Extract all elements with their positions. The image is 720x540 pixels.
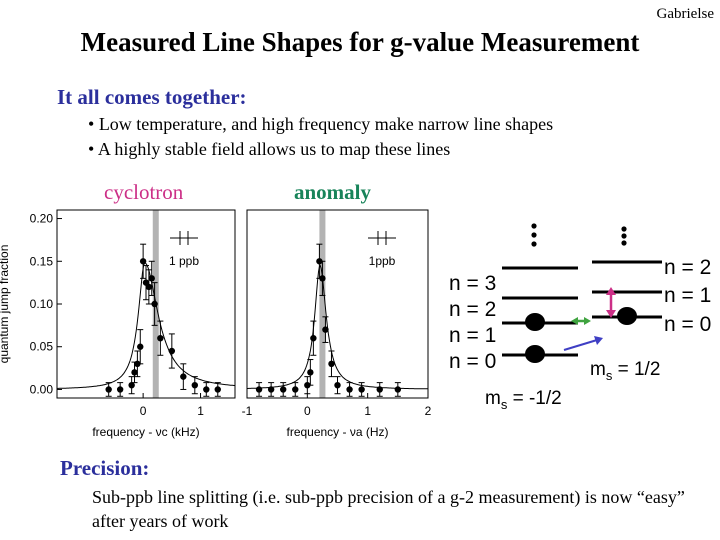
x-axis-label: frequency - νc (kHz) <box>92 425 199 439</box>
data-point <box>255 386 263 393</box>
bullet-text: A highly stable field allows us to map t… <box>97 139 451 159</box>
plot-frame <box>246 209 429 399</box>
data-point <box>105 386 112 393</box>
data-point <box>191 381 199 389</box>
line-shape-plots: 0.00 0.05 0.10 0.15 0.20 quantum jump fractio… <box>0 209 432 439</box>
spin-label-down: ms = -1/2 <box>485 388 562 412</box>
y-tick-label: 0.00 <box>30 382 54 396</box>
y-tick-label: 0.20 <box>30 212 54 226</box>
data-point <box>139 258 147 265</box>
data-point <box>310 334 317 342</box>
cyclotron-plot: 0.00 0.05 0.10 0.15 0.20 quantum jump fractio… <box>0 209 236 439</box>
bullet-item: • A highly stable field allows us to map… <box>88 139 451 159</box>
precision-text: Sub-ppb line splitting (i.e. sub-ppb pre… <box>92 487 685 531</box>
level-label: n = 2 <box>449 298 496 321</box>
electron-dot <box>617 307 637 325</box>
data-point <box>148 275 155 282</box>
level-label: n = 1 <box>664 284 711 307</box>
x-tick-label: 0 <box>140 404 147 418</box>
slide-title: Measured Line Shapes for g-value Measure… <box>80 27 640 57</box>
data-point <box>394 386 402 393</box>
data-point <box>316 258 323 265</box>
y-tick-label: 0.05 <box>30 340 54 354</box>
x-tick-label: 0 <box>304 404 311 418</box>
data-point <box>292 386 299 393</box>
data-point <box>214 386 221 393</box>
data-point <box>322 326 329 333</box>
data-point <box>131 369 138 376</box>
ellipsis-dots-right <box>621 226 627 246</box>
spin-label-up: ms = 1/2 <box>590 359 660 383</box>
data-point <box>157 334 164 342</box>
level-label: n = 0 <box>664 313 711 336</box>
level-label: n = 3 <box>449 272 496 295</box>
data-point <box>319 275 326 282</box>
anomaly-label: anomaly <box>294 180 372 204</box>
x-axis-label: frequency - νa (Hz) <box>286 425 388 439</box>
ppb-annotation: 1ppb <box>369 254 396 268</box>
x-tick-label: 2 <box>425 404 432 418</box>
spin-flip-arrow <box>563 336 603 351</box>
fit-curve <box>247 264 428 390</box>
data-point <box>137 343 144 350</box>
data-point <box>180 373 187 380</box>
anomaly-transition-arrow <box>571 317 591 325</box>
y-axis-label: quantum jump fraction <box>0 245 11 364</box>
data-point <box>168 347 176 355</box>
fit-curve <box>57 262 236 389</box>
y-tick-label: 0.10 <box>30 297 54 311</box>
data-point <box>203 386 210 393</box>
slide-subtitle: It all comes together: <box>57 85 247 109</box>
x-tick-label: -1 <box>242 404 253 418</box>
data-point <box>145 283 153 291</box>
data-point <box>116 386 124 393</box>
cyclotron-label: cyclotron <box>104 180 184 204</box>
y-tick-label: 0.15 <box>30 254 54 268</box>
data-point <box>267 386 275 393</box>
data-point <box>128 381 135 389</box>
x-tick-label: 1 <box>197 404 204 418</box>
bullet-text: Low temperature, and high frequency make… <box>98 114 554 134</box>
level-label: n = 0 <box>449 350 496 373</box>
electron-dot <box>525 313 545 331</box>
data-point <box>328 360 335 368</box>
x-tick-label: 1 <box>364 404 371 418</box>
author-name: Gabrielse <box>656 6 714 22</box>
data-point <box>376 386 383 393</box>
data-point <box>151 300 158 308</box>
ellipsis-dots-left <box>531 223 537 247</box>
cyclotron-transition-arrow <box>606 287 616 318</box>
data-point <box>304 381 311 389</box>
precision-heading: Precision: <box>60 456 150 480</box>
anomaly-plot: -1 0 1 2 frequency - νa (Hz) 1ppb <box>242 209 432 439</box>
data-point <box>334 381 341 389</box>
electron-dot <box>525 345 545 363</box>
level-label: n = 2 <box>664 256 711 279</box>
level-label: n = 1 <box>449 324 496 347</box>
data-point <box>346 386 353 393</box>
data-point <box>307 369 314 376</box>
ppb-annotation: 1 ppb <box>169 254 199 268</box>
resonance-bar <box>319 210 326 398</box>
data-point <box>280 386 287 393</box>
bullet-item: • Low temperature, and high frequency ma… <box>88 114 554 134</box>
energy-level-diagram: n = 3 n = 2 n = 1 n = 0 n = 2 n = 1 n = … <box>449 223 711 412</box>
data-point <box>358 386 365 393</box>
